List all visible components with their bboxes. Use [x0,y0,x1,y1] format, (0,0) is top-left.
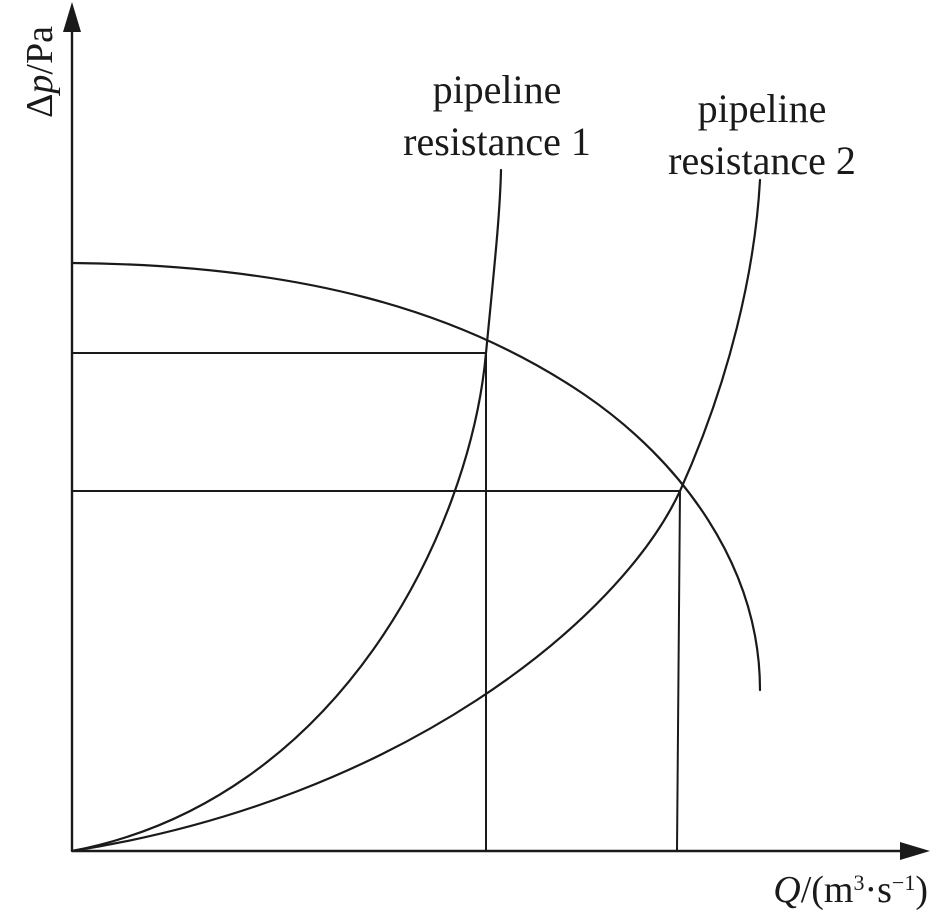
x-axis-label-unit-exp1: 3 [853,870,864,895]
x-axis-label-unit-suffix: ) [915,869,928,911]
x-axis-label-variable: Q [773,869,800,911]
x-axis-label-unit-prefix: /(m [801,869,854,911]
resistance-2-label-line1: pipeline [698,86,827,131]
pipeline-resistance-2-curve [70,178,762,853]
operating-point-2-flow-line [676,490,681,852]
x-axis-label-unit-exp2: −1 [892,870,915,895]
fan-pressure-curve [70,261,762,692]
y-axis-label-prefix: Δ [19,94,61,118]
resistance-1-label-line1: pipeline [433,67,562,112]
y-axis-arrow-icon [63,2,81,32]
resistance-2-label-line2: resistance 2 [668,138,856,183]
pipeline-resistance-1-curve [70,168,503,853]
y-axis-label: Δp/Pa [19,26,61,118]
y-axis-label-variable: p [19,75,61,97]
x-axis-label-unit-mid: ·s [864,869,891,911]
x-axis-label: Q/(m3·s−1) [773,869,928,911]
x-axis-arrow-icon [900,842,930,860]
y-axis-label-unit: /Pa [19,26,61,75]
resistance-1-label-line2: resistance 1 [403,119,591,164]
